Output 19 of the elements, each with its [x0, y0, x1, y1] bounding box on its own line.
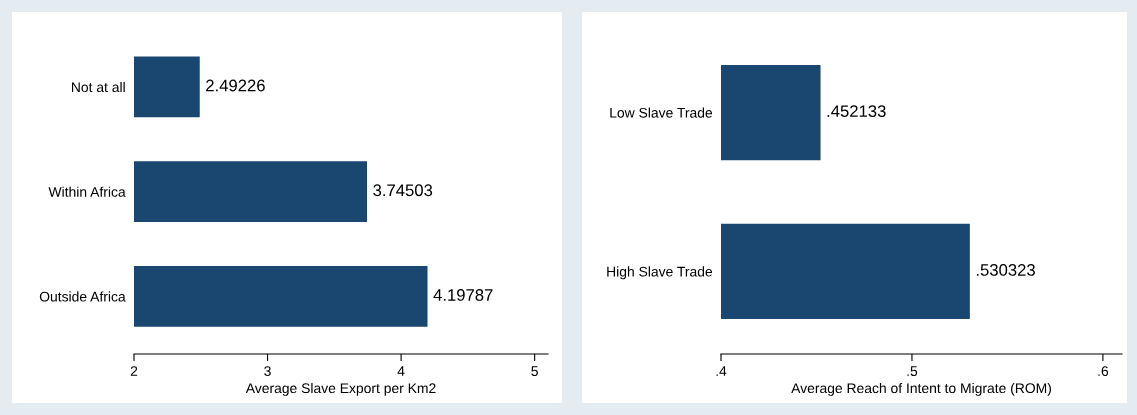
- data-label: .530323: [976, 264, 1035, 276]
- x-tick-label: .5: [907, 366, 918, 377]
- x-tick-label: 2: [130, 366, 138, 376]
- x-tick-label: 4: [397, 366, 405, 376]
- y-tick-label: Outside Africa: [39, 291, 126, 302]
- x-axis-title: Average Slave Export per Km2: [245, 382, 436, 396]
- x-tick-label: 5: [531, 366, 538, 377]
- data-label: 4.19787: [433, 289, 493, 301]
- data-label: 3.74503: [373, 184, 433, 197]
- y-tick-label: Not at all: [72, 81, 125, 93]
- data-label: .452133: [827, 105, 886, 118]
- data-label: 2.49226: [206, 79, 265, 92]
- y-tick-label: High Slave Trade: [607, 266, 713, 280]
- x-tick-label: .6: [1098, 366, 1109, 377]
- x-tick-label: .4: [716, 366, 727, 376]
- x-tick-label: 3: [264, 366, 271, 377]
- x-axis-title: Average Reach of Intent to Migrate (ROM): [791, 382, 1051, 396]
- y-tick-label: Low Slave Trade: [610, 107, 713, 118]
- y-tick-label: Within Africa: [48, 186, 126, 197]
